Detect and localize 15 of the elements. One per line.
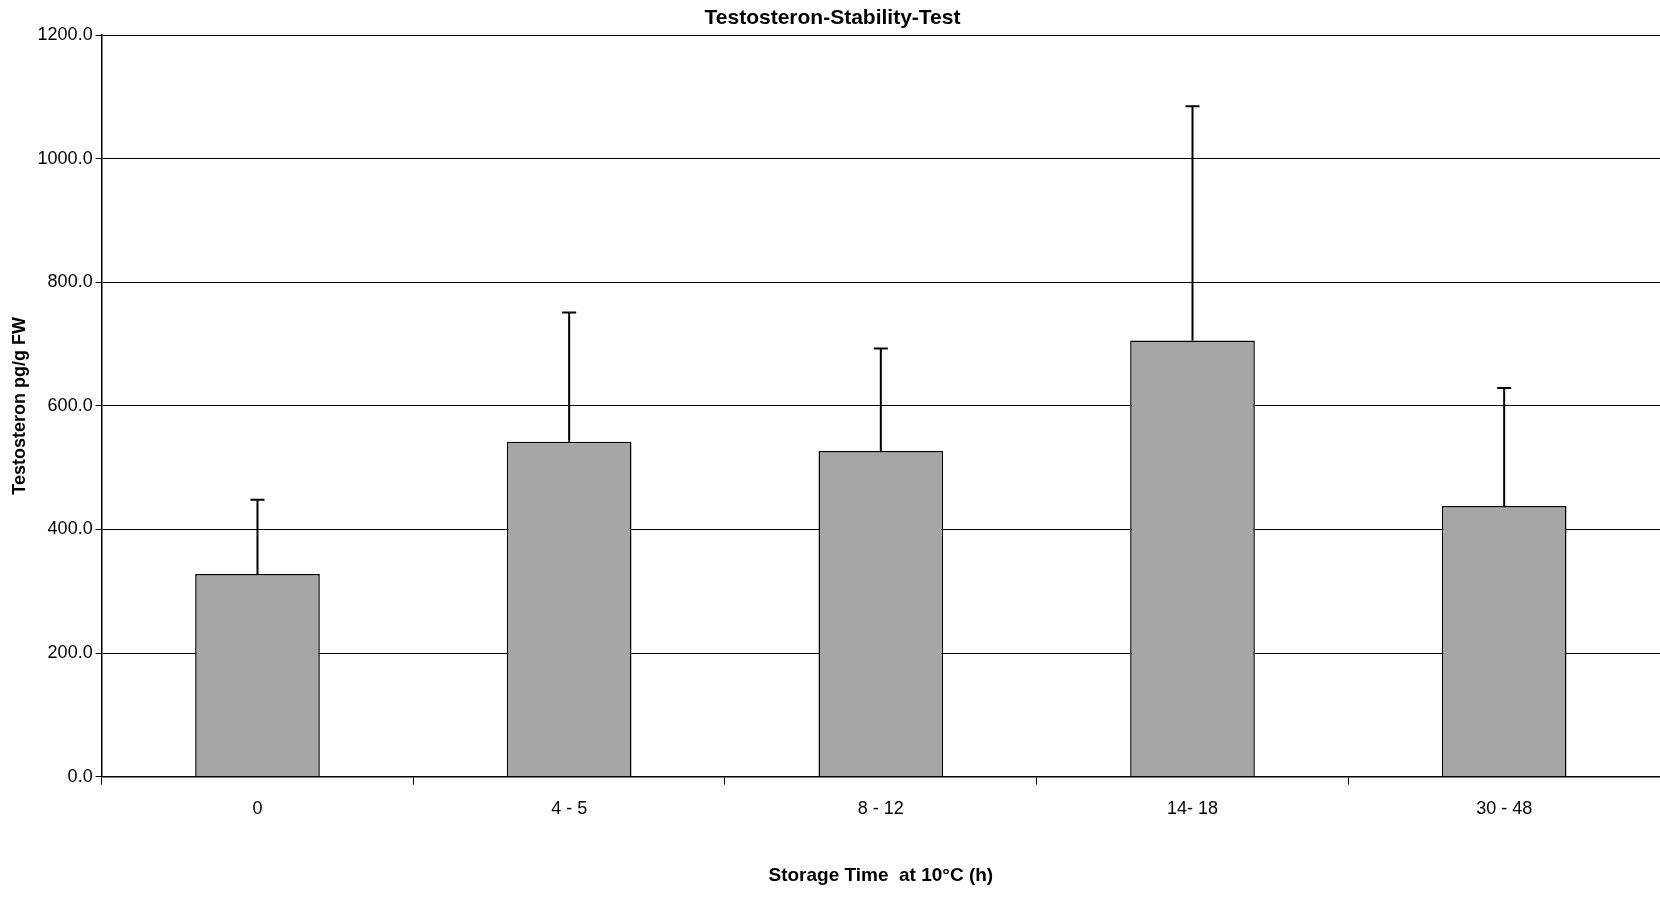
y-tick-label: 1200.0 bbox=[37, 24, 93, 45]
y-tick-label: 200.0 bbox=[47, 642, 93, 662]
x-axis-title: Storage Time at 10°C (h) bbox=[768, 863, 994, 885]
y-axis-title: Testosteron pg/g FW bbox=[8, 317, 29, 495]
y-tick-label: 600.0 bbox=[47, 394, 93, 415]
y-tick-label: 1000.0 bbox=[37, 147, 93, 168]
y-tick-label: 0.0 bbox=[67, 765, 93, 786]
x-tick-label: 8 - 12 bbox=[857, 798, 904, 819]
y-tick-label: 400.0 bbox=[47, 518, 93, 539]
x-tick-label: 4 - 5 bbox=[551, 798, 588, 819]
x-tick-label: 30 - 48 bbox=[1476, 798, 1533, 819]
y-tick-label: 800.0 bbox=[47, 271, 93, 292]
x-tick-label: 0 bbox=[252, 798, 263, 819]
chart-title: Testosteron-Stability-Test bbox=[704, 5, 961, 29]
x-tick-label: 14- 18 bbox=[1166, 798, 1219, 819]
